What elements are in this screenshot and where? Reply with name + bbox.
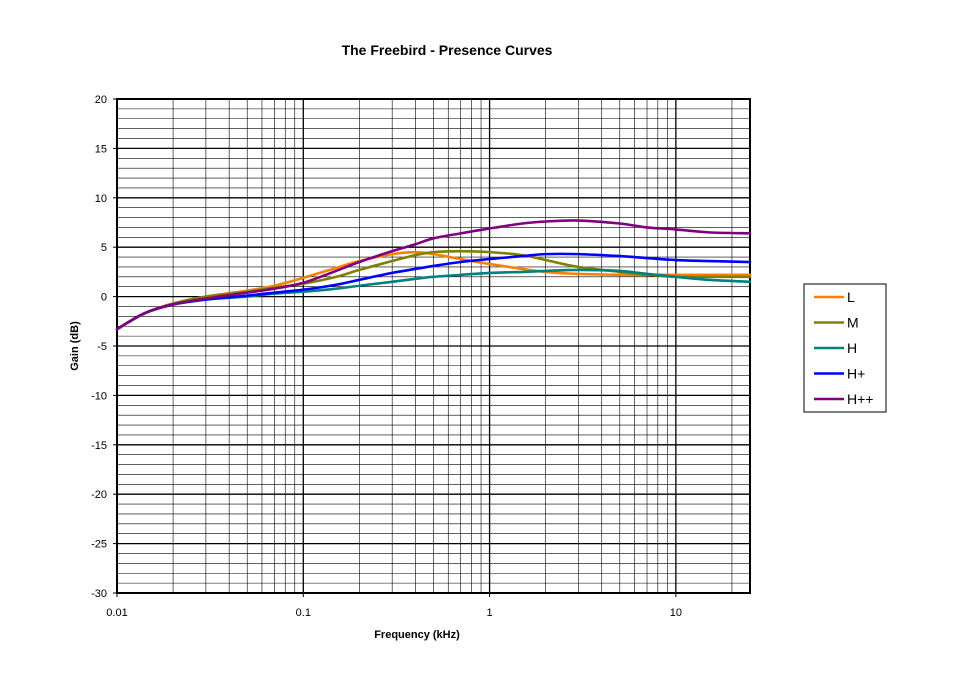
y-tick-label: 20 bbox=[95, 94, 107, 106]
y-tick-label: -15 bbox=[91, 440, 107, 452]
legend-label-hplus: H+ bbox=[847, 366, 865, 382]
series-lines bbox=[115, 219, 752, 331]
series-line-hplusplus bbox=[115, 219, 752, 331]
plot-grid bbox=[117, 98, 750, 594]
x-axis-title: Frequency (kHz) bbox=[374, 629, 460, 641]
legend-label-hplusplus: H++ bbox=[847, 391, 873, 407]
y-tick-label: -20 bbox=[91, 489, 107, 501]
axis-ticks: 20 15 10 5 0 -5 -10 -15 -20 -25 -30 0.01 0.1 1 10 bbox=[91, 94, 682, 619]
y-tick-label: 10 bbox=[95, 193, 107, 205]
y-tick-label: -10 bbox=[91, 390, 107, 402]
y-tick-label: 15 bbox=[95, 143, 107, 155]
y-tick-label: -30 bbox=[91, 588, 107, 600]
y-tick-label: 0 bbox=[101, 292, 107, 304]
legend: LMH H+ H++ bbox=[803, 283, 887, 413]
legend-label-l: L bbox=[847, 289, 855, 305]
legend-label-m: M bbox=[847, 315, 859, 331]
legend-label-h: H bbox=[847, 340, 857, 356]
x-tick-label: 1 bbox=[487, 607, 493, 619]
x-tick-label: 0.1 bbox=[296, 607, 311, 619]
x-tick-label: 10 bbox=[670, 607, 682, 619]
y-axis-title: Gain (dB) bbox=[69, 321, 81, 371]
y-tick-label: 5 bbox=[101, 242, 107, 254]
chart-title: The Freebird - Presence Curves bbox=[342, 42, 553, 58]
series-line-hplus bbox=[115, 252, 752, 331]
x-tick-label: 0.01 bbox=[106, 607, 127, 619]
y-tick-label: -25 bbox=[91, 539, 107, 551]
y-tick-label: -5 bbox=[97, 341, 107, 353]
